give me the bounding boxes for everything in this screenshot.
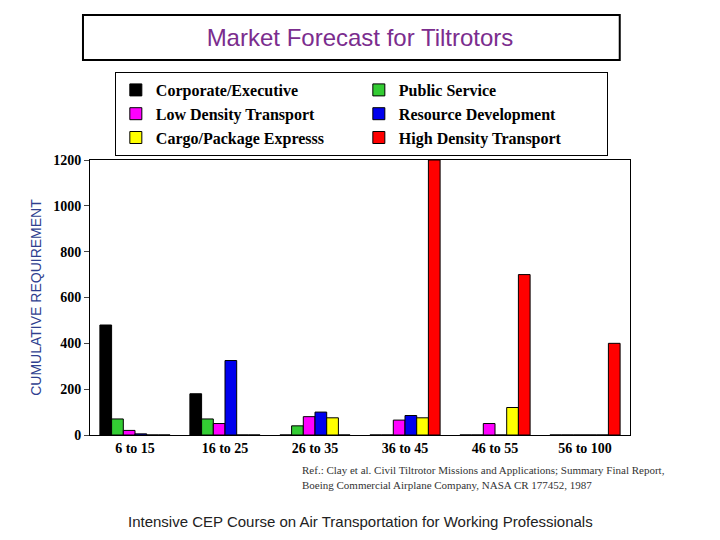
svg-text:26 to 35: 26 to 35 — [292, 441, 339, 456]
svg-text:Boeing Commercial Airplane Com: Boeing Commercial Airplane Company, NASA… — [302, 479, 592, 491]
svg-text:36 to 45: 36 to 45 — [382, 441, 429, 456]
svg-text:46 to 55: 46 to 55 — [472, 441, 519, 456]
svg-text:Resource Development: Resource Development — [399, 106, 556, 124]
svg-text:1200: 1200 — [53, 153, 81, 168]
svg-text:Public Service: Public Service — [399, 82, 496, 99]
svg-text:56 to 100: 56 to 100 — [558, 441, 612, 456]
svg-text:Cargo/Package Expresss: Cargo/Package Expresss — [156, 130, 324, 148]
svg-text:6 to 15: 6 to 15 — [115, 441, 155, 456]
svg-text:800: 800 — [60, 245, 81, 260]
svg-text:Low Density Transport: Low Density Transport — [156, 106, 315, 124]
svg-text:Corporate/Executive: Corporate/Executive — [156, 82, 298, 100]
svg-text:0: 0 — [74, 428, 81, 443]
svg-text:600: 600 — [60, 290, 81, 305]
svg-text:CUMULATIVE REQUIREMENT: CUMULATIVE REQUIREMENT — [28, 199, 44, 396]
svg-text:200: 200 — [60, 382, 81, 397]
svg-text:16 to 25: 16 to 25 — [202, 441, 249, 456]
svg-text:400: 400 — [60, 336, 81, 351]
svg-text:1000: 1000 — [53, 199, 81, 214]
svg-text:Intensive CEP Course on Air Tr: Intensive CEP Course on Air Transportati… — [128, 513, 593, 530]
svg-text:High Density Transport: High Density Transport — [399, 130, 562, 148]
svg-text:Market Forecast for Tiltrotors: Market Forecast for Tiltrotors — [207, 24, 514, 51]
svg-text:Ref.: Clay et al. Civil Tiltro: Ref.: Clay et al. Civil Tiltrotor Missio… — [302, 464, 665, 476]
